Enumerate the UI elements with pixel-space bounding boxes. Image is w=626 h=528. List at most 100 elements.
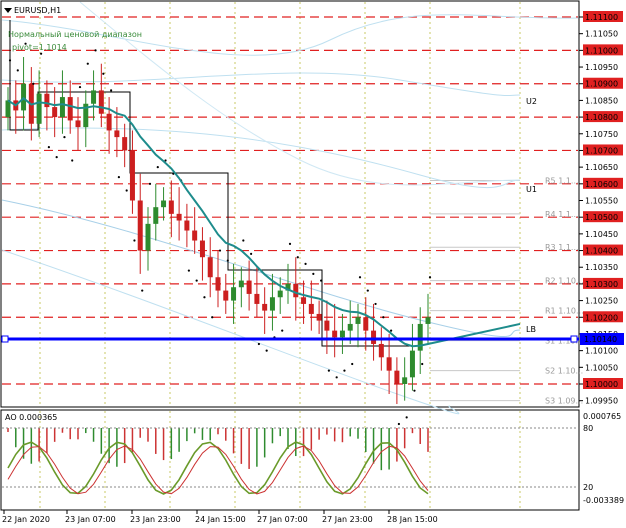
symbol-title[interactable]: EURUSD,H1	[4, 6, 61, 15]
psar-dot	[358, 276, 362, 279]
candle-body	[371, 330, 377, 344]
candle-body	[36, 93, 42, 124]
psar-dot	[8, 59, 12, 62]
candle-body	[293, 283, 299, 298]
candle-body	[52, 107, 58, 118]
oscillator-axis-label: 20	[583, 483, 593, 492]
main-plot-area[interactable]	[0, 0, 580, 408]
candle-body	[254, 293, 260, 304]
price-axis-label: 1.10850	[585, 96, 618, 105]
pivot-level-label: S2 1.10...	[545, 367, 583, 376]
price-tag-bg	[583, 44, 623, 56]
psar-dot	[102, 72, 105, 75]
time-axis[interactable]: 22 Jan 2020 23 Jan 07:00 23 Jan 23:00 24 Ja…	[2, 510, 438, 524]
current-price-tag-text: 1.10140	[584, 335, 617, 344]
pivot-level-label: R5 1.1...	[545, 176, 579, 185]
price-axis-label: 1.10600	[585, 180, 618, 189]
oscillator-axis: 0.000765 80 20 -0.003389	[583, 412, 624, 505]
psar-dot	[47, 146, 50, 149]
time-axis-label: 27 Jan 23:00	[322, 515, 373, 524]
psar-dot	[265, 349, 268, 352]
candle-body	[215, 277, 221, 291]
psar-dot	[242, 239, 245, 242]
candle-body	[238, 280, 244, 288]
psar-dot	[187, 269, 190, 272]
oscillator-plot-area[interactable]	[0, 409, 580, 511]
psar-dot	[390, 329, 393, 332]
candle-body	[417, 323, 423, 351]
psar-dot	[343, 369, 346, 372]
psar-dot	[164, 159, 167, 162]
candle-body	[122, 137, 128, 151]
candle-body	[378, 343, 384, 358]
psar-dot	[428, 276, 432, 279]
price-tag-bg	[583, 378, 623, 389]
price-tag-bg	[583, 277, 623, 289]
psar-dot	[117, 176, 120, 179]
time-axis-label: 23 Jan 07:00	[65, 515, 116, 524]
price-tag-bg	[583, 211, 623, 223]
price-axis-label: 1.11050	[585, 30, 618, 39]
u1-label: U1	[526, 185, 537, 194]
candle-body	[176, 213, 182, 221]
price-axis-label: 1.10900	[585, 80, 618, 89]
psar-dot	[374, 302, 377, 306]
psar-dot	[257, 342, 260, 346]
time-axis-label: 27 Jan 07:00	[257, 515, 308, 524]
moving-average-line	[7, 96, 521, 348]
psar-dot	[40, 52, 43, 55]
time-axis-label: 22 Jan 2020	[2, 515, 50, 524]
price-axis-label: 1.10800	[585, 113, 618, 122]
price-axis-label: 1.11100	[585, 13, 618, 22]
regression-channel-lines	[1, 1, 579, 415]
price-axis-label: 1.10100	[585, 347, 618, 356]
psar-dot	[351, 362, 354, 366]
pivot-level-label: R3 1.1...	[545, 243, 579, 252]
candle-body	[223, 290, 229, 301]
current-price-handle-left[interactable]	[1, 335, 9, 343]
psar-dot	[218, 249, 222, 252]
candle-body	[184, 220, 190, 231]
price-axis-label: 1.10750	[585, 130, 618, 139]
price-axis-label: 1.10350	[585, 263, 618, 272]
candle-body	[199, 240, 205, 258]
current-price-handle-right[interactable]	[570, 335, 578, 343]
candle-body	[308, 303, 314, 314]
pivot-level-label: S1 1.10...	[545, 337, 583, 346]
psar-dot	[133, 239, 136, 242]
price-tag-bg	[583, 177, 623, 189]
price-axis-label: 1.09950	[585, 397, 618, 406]
candle-body	[231, 287, 237, 301]
price-axis[interactable]: 1.11100 1.11050 1.11000 1.10950 1.10900 1.108…	[579, 11, 623, 406]
psar-dot	[125, 189, 128, 192]
candle-body	[394, 370, 400, 384]
channel-curve	[1, 199, 521, 338]
price-axis-label: 1.10400	[585, 247, 618, 256]
lb-label: LB	[526, 325, 536, 334]
psar-dot	[296, 256, 299, 259]
psar-dot	[63, 136, 66, 139]
chevron-down-icon[interactable]	[4, 8, 12, 13]
candle-body	[262, 303, 268, 311]
step-indicator-line	[9, 20, 421, 347]
psar-dot	[16, 69, 19, 72]
candle-body	[161, 200, 167, 208]
psar-dot	[78, 85, 82, 89]
channel-curve	[1, 14, 579, 56]
symbol-title-text: EURUSD,H1	[14, 6, 61, 15]
oscillator-axis-label: 0.000765	[583, 412, 621, 421]
pivot-level-label: R1 1.10...	[545, 307, 584, 316]
psar-dot	[32, 82, 35, 85]
candle-body	[269, 297, 275, 311]
candle-body	[402, 377, 408, 384]
price-axis-label: 1.10500	[585, 213, 618, 222]
candle-body	[355, 317, 361, 324]
psar-dot	[288, 242, 292, 245]
channel-curve	[1, 72, 521, 97]
price-axis-label: 1.10450	[585, 230, 618, 239]
candle-body	[59, 97, 65, 118]
price-axis-label: 1.11000	[585, 46, 618, 55]
price-axis-label: 1.10700	[585, 146, 618, 155]
candle-body	[301, 297, 307, 304]
